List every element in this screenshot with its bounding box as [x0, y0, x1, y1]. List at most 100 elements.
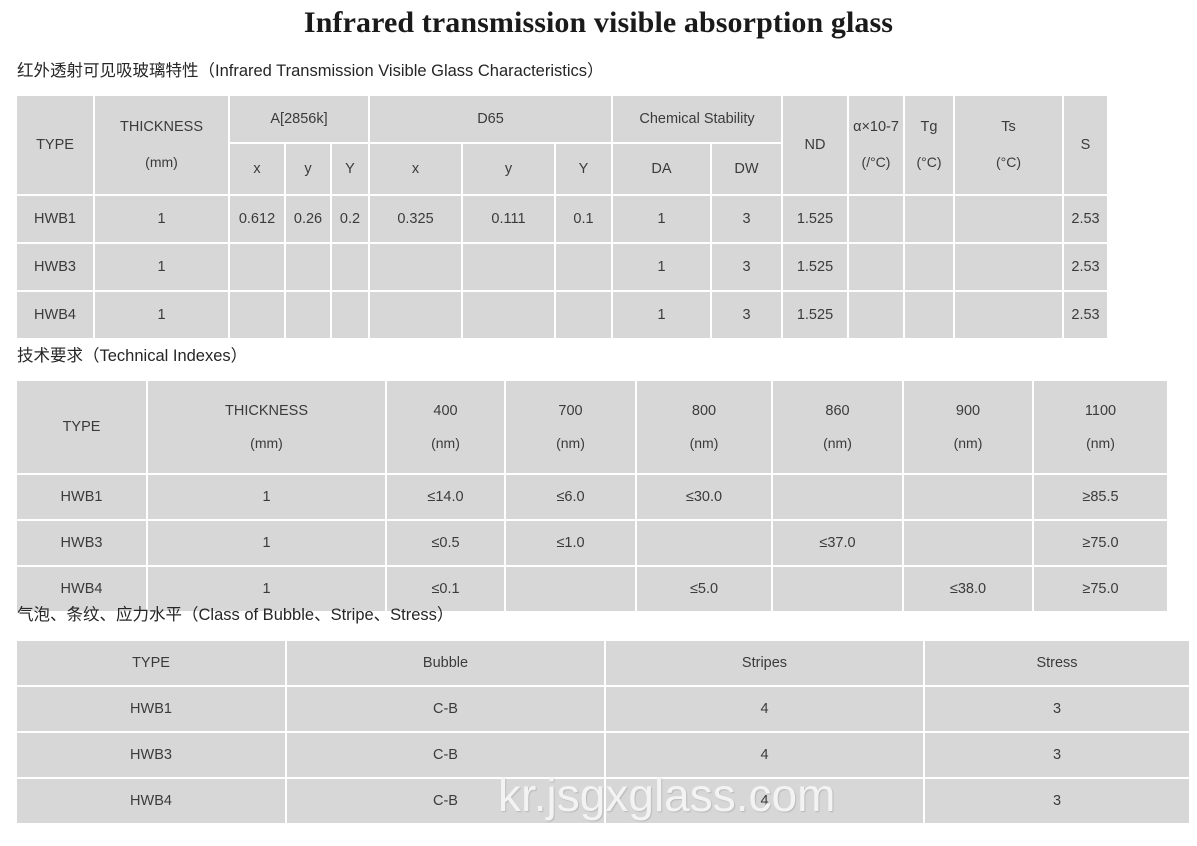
table-cell — [773, 567, 902, 611]
table-cell: 1 — [148, 475, 385, 519]
th-da: DA — [613, 144, 710, 194]
th-stripes: Stripes — [606, 641, 923, 685]
th-alpha-unit: (/°C) — [861, 154, 891, 171]
th-tg: Tg (°C) — [905, 96, 953, 194]
th-700nm-label: 700 — [558, 402, 583, 419]
th-type: TYPE — [17, 96, 93, 194]
th-thickness-unit: (mm) — [145, 154, 178, 171]
th-type: TYPE — [17, 641, 285, 685]
th-d-Y: Y — [556, 144, 611, 194]
table-technical-indexes: TYPE THICKNESS (mm) 400 (nm) 700 (nm) 80… — [17, 381, 1183, 611]
table-row: HWB4 — [17, 292, 93, 338]
th-ts-unit: (°C) — [995, 154, 1022, 171]
table-cell: 1 — [95, 244, 228, 290]
table-cell: 4 — [606, 687, 923, 731]
th-alpha: α×10-7 (/°C) — [849, 96, 903, 194]
th-type: TYPE — [17, 381, 146, 473]
table-row: HWB4 — [17, 779, 285, 823]
table-cell — [506, 567, 635, 611]
th-tg-unit: (°C) — [916, 154, 942, 171]
table-cell — [637, 521, 771, 565]
table-cell: 1 — [613, 244, 710, 290]
table-cell: ≤14.0 — [387, 475, 504, 519]
th-tg-label: Tg — [920, 119, 938, 136]
table-cell: C-B — [287, 687, 604, 731]
table-cell: 4 — [606, 779, 923, 823]
table-cell — [463, 292, 554, 338]
th-1100nm: 1100 (nm) — [1034, 381, 1167, 473]
table-bubble-stripe-stress: TYPE Bubble Stripes Stress HWB1 C-B 4 3 … — [17, 641, 1189, 823]
th-thickness: THICKNESS (mm) — [148, 381, 385, 473]
th-s: S — [1064, 96, 1107, 194]
table-cell: ≤5.0 — [637, 567, 771, 611]
th-dw: DW — [712, 144, 781, 194]
table-cell: 3 — [925, 779, 1189, 823]
th-860nm-label: 860 — [825, 402, 850, 419]
th-400nm-unit: (nm) — [431, 434, 460, 451]
table-cell: 2.53 — [1064, 196, 1107, 242]
table-cell: 0.2 — [332, 196, 368, 242]
table-cell: 1 — [148, 567, 385, 611]
table-cell — [332, 244, 368, 290]
th-800nm-label: 800 — [691, 402, 717, 419]
table-cell: 0.612 — [230, 196, 284, 242]
table-cell — [556, 244, 611, 290]
table-cell: 1.525 — [783, 244, 847, 290]
page-title: Infrared transmission visible absorption… — [303, 6, 894, 39]
table-cell: 0.1 — [556, 196, 611, 242]
th-700nm-unit: (nm) — [556, 434, 585, 451]
table-cell — [905, 196, 953, 242]
table-cell — [370, 292, 461, 338]
table-cell — [905, 292, 953, 338]
th-a2856k: A[2856k] — [230, 96, 368, 142]
table-cell: ≤1.0 — [506, 521, 635, 565]
table-row: HWB3 — [17, 733, 285, 777]
table-cell — [370, 244, 461, 290]
table-cell: 2.53 — [1064, 292, 1107, 338]
section-caption-bubble-stripe-stress: 气泡、条纹、应力水平（Class of Bubble、Stripe、Stress… — [17, 606, 454, 624]
table-cell: 1.525 — [783, 196, 847, 242]
section-caption-technical-indexes: 技术要求（Technical Indexes） — [17, 347, 248, 365]
table-cell — [286, 244, 330, 290]
th-900nm-label: 900 — [955, 402, 981, 419]
table-cell — [463, 244, 554, 290]
th-d-x: x — [370, 144, 461, 194]
table-cell — [955, 292, 1062, 338]
table-cell: ≥75.0 — [1034, 521, 1167, 565]
table-row: HWB3 — [17, 521, 146, 565]
table-row: HWB1 — [17, 475, 146, 519]
table-cell: ≤6.0 — [506, 475, 635, 519]
table-cell: ≤30.0 — [637, 475, 771, 519]
table-cell: ≤37.0 — [773, 521, 902, 565]
th-d65: D65 — [370, 96, 611, 142]
table-cell — [230, 292, 284, 338]
th-700nm: 700 (nm) — [506, 381, 635, 473]
th-1100nm-unit: (nm) — [1086, 434, 1115, 451]
table-row: HWB4 — [17, 567, 146, 611]
table-cell: 3 — [712, 196, 781, 242]
th-nd: ND — [783, 96, 847, 194]
table-cell — [849, 196, 903, 242]
table-cell — [286, 292, 330, 338]
table-cell: ≥85.5 — [1034, 475, 1167, 519]
table-cell: 3 — [925, 733, 1189, 777]
table-glass-characteristics: TYPE THICKNESS (mm) A[2856k] D65 Chemica… — [17, 96, 1181, 338]
th-400nm: 400 (nm) — [387, 381, 504, 473]
table-cell: 1 — [613, 292, 710, 338]
th-d-y: y — [463, 144, 554, 194]
table-cell — [904, 521, 1032, 565]
th-thickness-label: THICKNESS — [120, 119, 203, 136]
table-cell — [849, 244, 903, 290]
table-cell — [955, 244, 1062, 290]
table-cell: 3 — [925, 687, 1189, 731]
table-cell: 1 — [95, 292, 228, 338]
table-cell: 2.53 — [1064, 244, 1107, 290]
table-cell — [332, 292, 368, 338]
table-cell — [556, 292, 611, 338]
table-cell: 1 — [613, 196, 710, 242]
table-row: HWB1 — [17, 687, 285, 731]
table-cell — [849, 292, 903, 338]
table-cell: 0.325 — [370, 196, 461, 242]
table-cell: ≥75.0 — [1034, 567, 1167, 611]
